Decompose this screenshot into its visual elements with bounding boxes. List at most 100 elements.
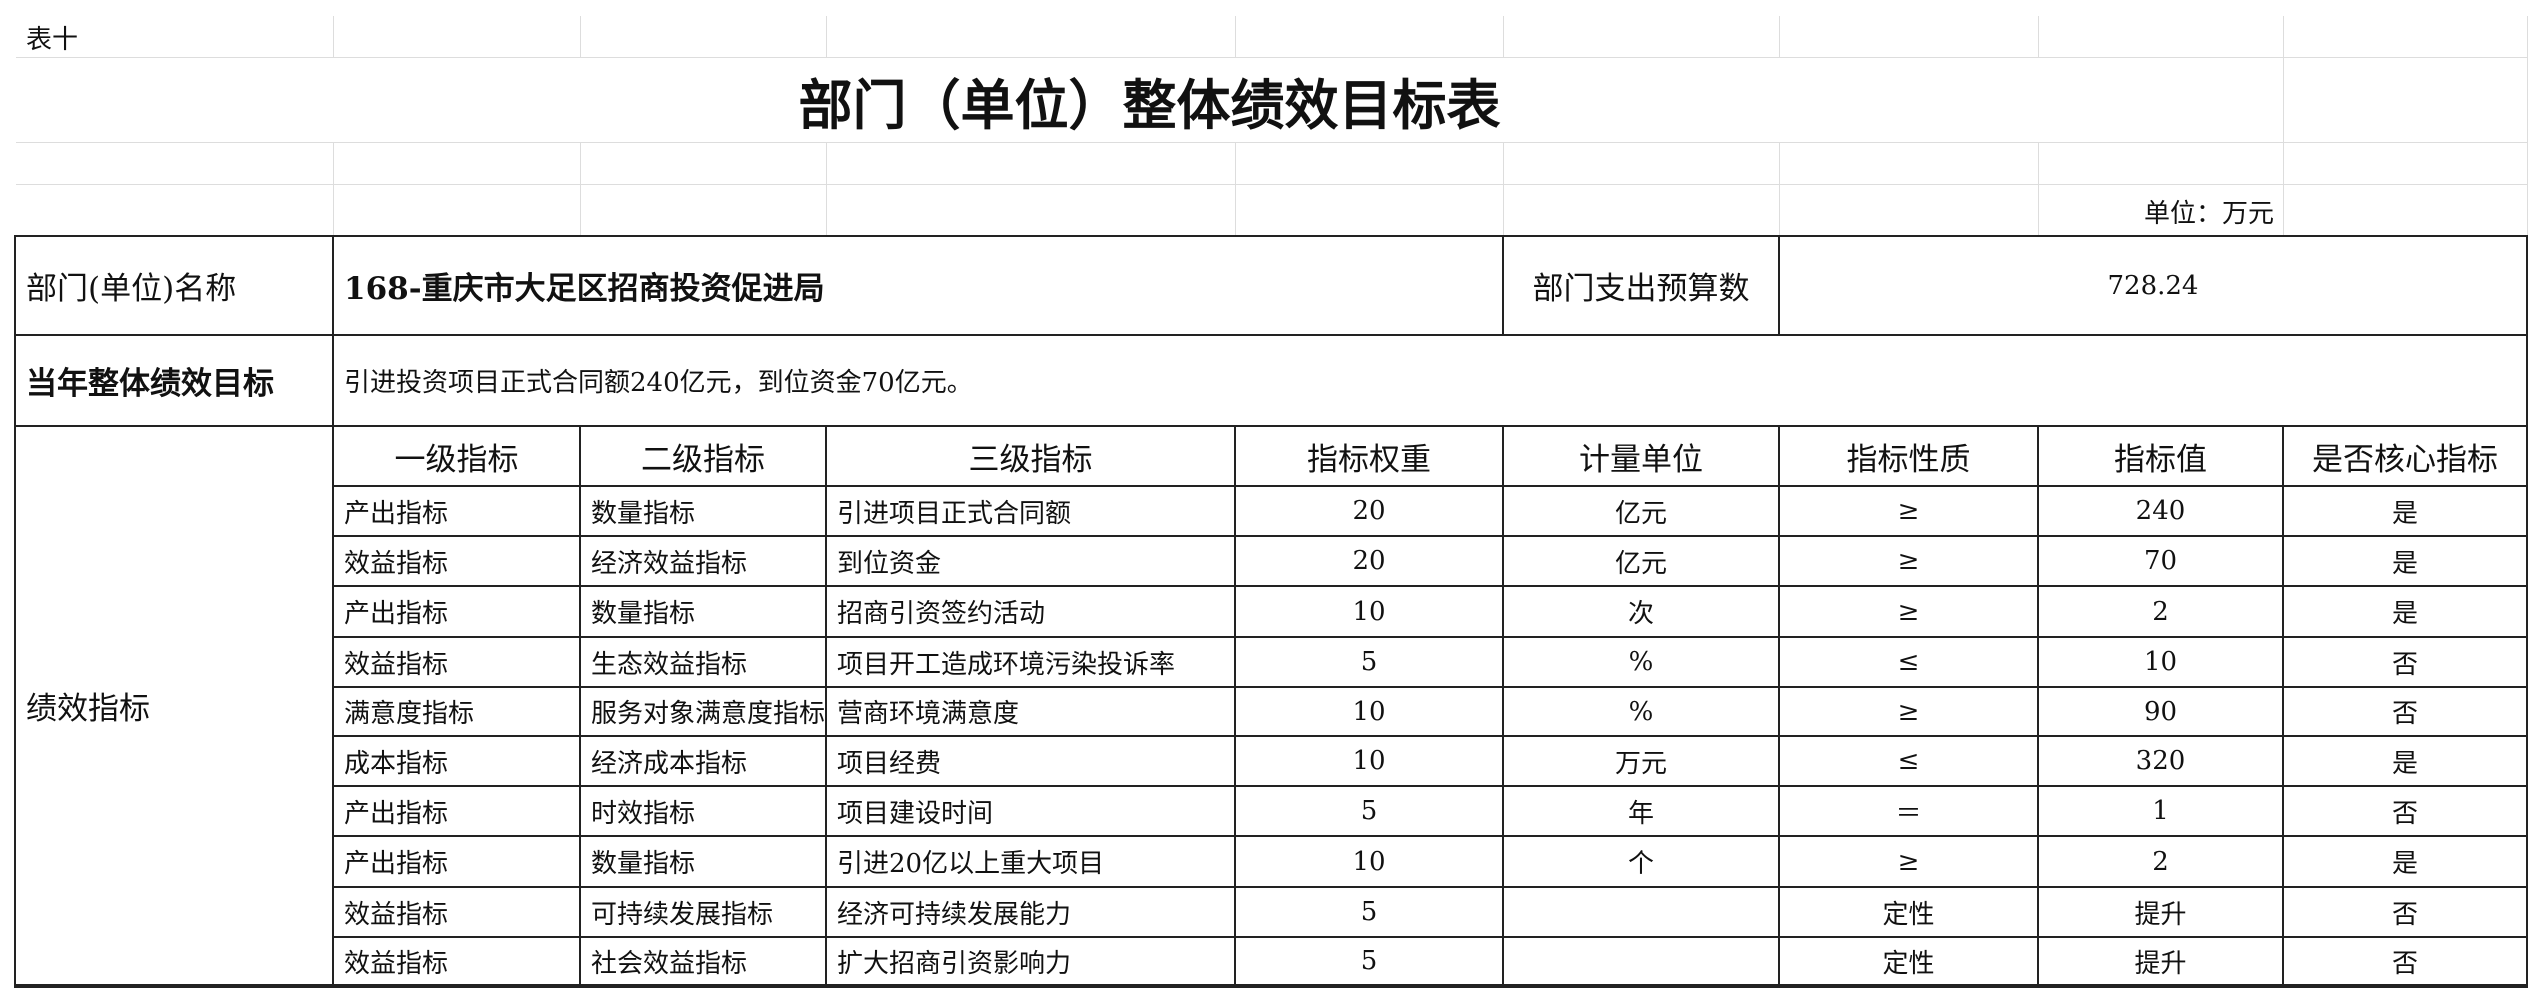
table-cell: 提升 xyxy=(2039,888,2284,938)
table-cell: ＝ xyxy=(1780,787,2039,837)
sheet-cell xyxy=(1236,16,1504,58)
column-header: 计量单位 xyxy=(1504,427,1780,487)
sheet-cell xyxy=(581,16,827,58)
sheet-cell xyxy=(1780,143,2039,185)
table-cell: 2 xyxy=(2039,587,2284,638)
sheet-cell xyxy=(827,143,1236,185)
table-cell: 240 xyxy=(2039,487,2284,537)
table-cell: 产出指标 xyxy=(334,587,581,638)
table-cell: 70 xyxy=(2039,537,2284,587)
table-cell: % xyxy=(1504,638,1780,688)
column-header: 指标性质 xyxy=(1780,427,2039,487)
table-cell xyxy=(1504,888,1780,938)
sheet-cell xyxy=(827,185,1236,237)
column-header: 是否核心指标 xyxy=(2284,427,2528,487)
table-cell: 招商引资签约活动 xyxy=(827,587,1236,638)
table-cell: 否 xyxy=(2284,938,2528,986)
table-cell: 年 xyxy=(1504,787,1780,837)
table-cell: 时效指标 xyxy=(581,787,827,837)
table-cell: 生态效益指标 xyxy=(581,638,827,688)
table-cell: 到位资金 xyxy=(827,537,1236,587)
table-cell: 效益指标 xyxy=(334,638,581,688)
table-cell: 定性 xyxy=(1780,938,2039,986)
table-cell: 亿元 xyxy=(1504,537,1780,587)
table-cell: 5 xyxy=(1236,938,1504,986)
table-cell: 产出指标 xyxy=(334,787,581,837)
column-header: 二级指标 xyxy=(581,427,827,487)
sheet-cell xyxy=(1780,185,2039,237)
table-cell: ≥ xyxy=(1780,837,2039,888)
table-cell: 320 xyxy=(2039,737,2284,787)
goal-label: 当年整体绩效目标 xyxy=(16,336,334,427)
sheet-cell xyxy=(334,16,581,58)
table-cell: 定性 xyxy=(1780,888,2039,938)
table-cell: 引进项目正式合同额 xyxy=(827,487,1236,537)
table-cell: 否 xyxy=(2284,638,2528,688)
table-cell: 经济可持续发展能力 xyxy=(827,888,1236,938)
table-cell: 可持续发展指标 xyxy=(581,888,827,938)
sheet-cell xyxy=(2039,16,2284,58)
column-header: 三级指标 xyxy=(827,427,1236,487)
table-cell: 是 xyxy=(2284,487,2528,537)
table-cell: 数量指标 xyxy=(581,487,827,537)
sheet-cell xyxy=(827,16,1236,58)
table-cell: 产出指标 xyxy=(334,837,581,888)
table-cell xyxy=(1504,938,1780,986)
table-cell: 否 xyxy=(2284,787,2528,837)
table-cell: 否 xyxy=(2284,688,2528,737)
table-cell: 数量指标 xyxy=(581,587,827,638)
table-cell: 5 xyxy=(1236,638,1504,688)
table-cell: 1 xyxy=(2039,787,2284,837)
caption: 表十 xyxy=(26,24,79,55)
sheet-cell xyxy=(2284,143,2528,185)
table-cell: 次 xyxy=(1504,587,1780,638)
table-cell: 效益指标 xyxy=(334,938,581,986)
table-cell: 亿元 xyxy=(1504,487,1780,537)
table-cell: 10 xyxy=(1236,688,1504,737)
table-cell: 经济效益指标 xyxy=(581,537,827,587)
indicator-label: 绩效指标 xyxy=(16,427,334,986)
table-cell: 效益指标 xyxy=(334,888,581,938)
budget-value: 728.24 xyxy=(1780,237,2528,336)
goal-text: 引进投资项目正式合同额240亿元，到位资金70亿元。 xyxy=(334,336,2528,427)
dept-label: 部门(单位)名称 xyxy=(16,237,334,336)
table-cell: 营商环境满意度 xyxy=(827,688,1236,737)
table-cell: 是 xyxy=(2284,587,2528,638)
table-cell: 扩大招商引资影响力 xyxy=(827,938,1236,986)
table-cell: 2 xyxy=(2039,837,2284,888)
sheet-cell xyxy=(581,185,827,237)
table-cell: 项目建设时间 xyxy=(827,787,1236,837)
table-cell: 个 xyxy=(1504,837,1780,888)
table-cell: 引进20亿以上重大项目 xyxy=(827,837,1236,888)
table-cell: 10 xyxy=(2039,638,2284,688)
table-cell: 是 xyxy=(2284,837,2528,888)
table-cell: 5 xyxy=(1236,888,1504,938)
table-cell: 数量指标 xyxy=(581,837,827,888)
table-cell: ≥ xyxy=(1780,587,2039,638)
sheet-cell xyxy=(1504,16,1780,58)
title: 部门（单位）整体绩效目标表 xyxy=(16,58,2284,143)
table-cell: 10 xyxy=(1236,837,1504,888)
table-cell: 10 xyxy=(1236,737,1504,787)
table-cell: ≥ xyxy=(1780,537,2039,587)
table-cell: 是 xyxy=(2284,737,2528,787)
table-cell: % xyxy=(1504,688,1780,737)
sheet-cell xyxy=(16,16,334,58)
table-cell: 产出指标 xyxy=(334,487,581,537)
table-cell: 5 xyxy=(1236,787,1504,837)
sheet-cell xyxy=(16,185,334,237)
sheet-cell xyxy=(334,185,581,237)
table-cell: 20 xyxy=(1236,537,1504,587)
table-cell: ≥ xyxy=(1780,688,2039,737)
column-header: 一级指标 xyxy=(334,427,581,487)
sheet-cell xyxy=(1236,143,1504,185)
sheet-cell xyxy=(334,143,581,185)
table-cell: 项目经费 xyxy=(827,737,1236,787)
column-header: 指标权重 xyxy=(1236,427,1504,487)
table-cell: 10 xyxy=(1236,587,1504,638)
table-cell: 满意度指标 xyxy=(334,688,581,737)
sheet-cell xyxy=(1504,143,1780,185)
column-header: 指标值 xyxy=(2039,427,2284,487)
table-cell: ≤ xyxy=(1780,737,2039,787)
